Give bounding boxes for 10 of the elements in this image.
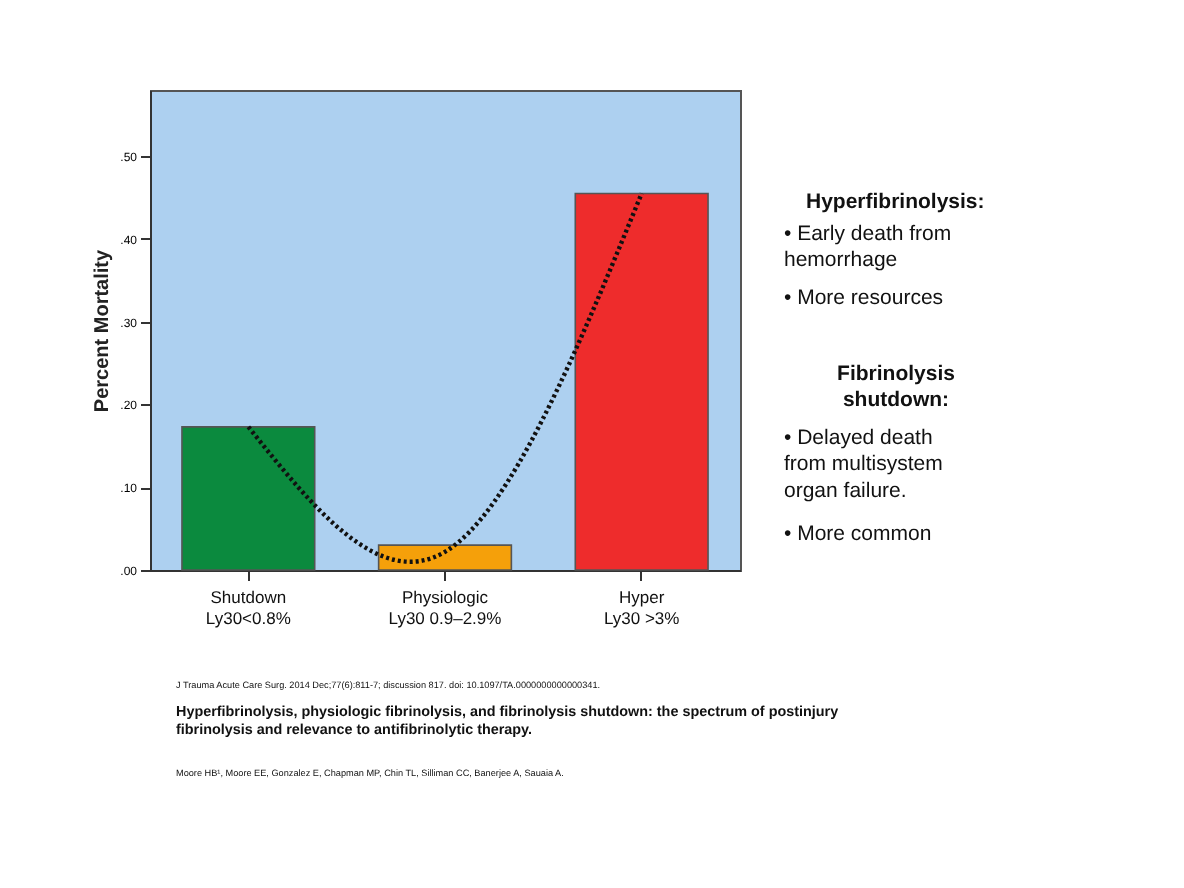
text: • Delayed death from multisystem organ failure. xyxy=(784,426,944,503)
text: Hyperfibrinolysis: xyxy=(806,190,985,214)
text: • Early death from hemorrhage xyxy=(784,222,952,273)
text: • More resources xyxy=(784,286,944,310)
text: • More common xyxy=(784,522,932,546)
x-tick-label: Shutdown Ly30<0.8% xyxy=(205,587,292,628)
x-tick-label: Physiologic Ly30 0.9–2.9% xyxy=(388,587,503,628)
text: Fibrinolysis shutdown: xyxy=(837,362,956,413)
x-tick-label: Hyper Ly30 >3% xyxy=(603,587,681,628)
y-axis-title: Percent Mortality xyxy=(92,249,115,413)
